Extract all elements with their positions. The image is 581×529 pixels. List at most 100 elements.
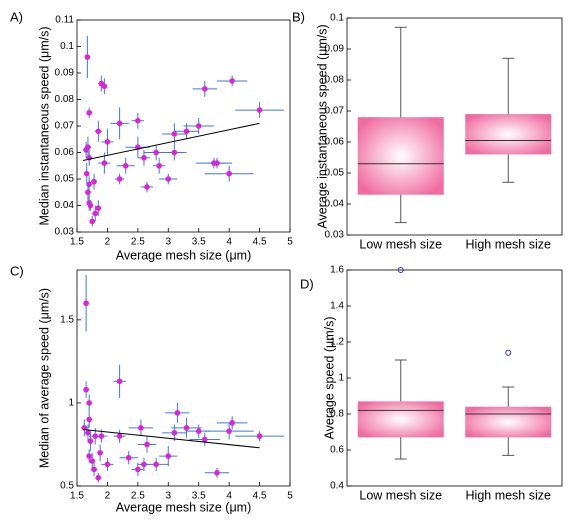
x-tick-label: 4.5 xyxy=(253,237,267,248)
y-tick-label: 0.07 xyxy=(325,106,345,117)
point xyxy=(92,210,99,217)
y-tick-label: 0.06 xyxy=(55,147,75,158)
x-tick-label: Low mesh size xyxy=(359,488,442,502)
x-tick-label: 3 xyxy=(166,491,172,502)
point xyxy=(89,458,96,464)
point xyxy=(141,155,147,161)
point xyxy=(101,160,108,166)
point xyxy=(226,428,232,434)
x-tick-label: 2 xyxy=(105,237,111,248)
x-tick-label: 2.5 xyxy=(131,237,145,248)
box xyxy=(465,114,552,155)
point xyxy=(165,176,172,182)
point xyxy=(183,425,190,431)
point xyxy=(87,438,94,444)
point xyxy=(229,78,235,84)
x-tick-label: 4 xyxy=(226,491,232,502)
x-tick-label: 3.5 xyxy=(192,237,206,248)
point xyxy=(195,428,202,434)
y-axis-label: Average instantaneous speed (μm/s) xyxy=(315,24,329,228)
y-tick-label: 0.03 xyxy=(325,230,345,241)
point xyxy=(116,176,123,182)
point xyxy=(202,86,208,92)
y-tick-label: 0.1 xyxy=(60,41,74,52)
point xyxy=(95,474,102,481)
point xyxy=(86,416,92,423)
x-tick-label: 3.5 xyxy=(192,491,206,502)
y-tick-label: 1 xyxy=(338,373,344,384)
x-tick-label: 1.5 xyxy=(70,237,84,248)
y-tick-label: 0.5 xyxy=(60,481,74,492)
x-tick-label: High mesh size xyxy=(466,488,551,502)
point xyxy=(171,430,178,436)
point xyxy=(229,420,235,426)
point xyxy=(122,162,129,169)
fit-line xyxy=(82,122,260,161)
y-tick-label: 0.11 xyxy=(55,15,74,26)
x-tick-label: 5 xyxy=(287,237,293,248)
y-tick-label: 0.06 xyxy=(325,137,345,148)
point xyxy=(156,162,162,169)
y-tick-label: 0.07 xyxy=(55,121,75,132)
point xyxy=(195,123,202,129)
x-axis-label: Average mesh size (μm) xyxy=(116,248,252,262)
point xyxy=(85,189,91,196)
plot-frame xyxy=(76,269,291,487)
x-tick-label: 2 xyxy=(105,491,111,502)
x-tick-label: 5 xyxy=(287,491,293,502)
y-tick-label: 1.6 xyxy=(330,265,344,276)
point xyxy=(91,178,97,185)
point xyxy=(135,466,141,473)
y-tick-label: 0.05 xyxy=(325,168,345,179)
panel-label: D) xyxy=(300,276,314,291)
y-tick-label: 0.09 xyxy=(325,44,345,55)
point xyxy=(83,386,89,393)
y-tick-label: 0.09 xyxy=(55,68,75,79)
point xyxy=(214,160,220,166)
point xyxy=(226,170,232,177)
box xyxy=(465,406,552,438)
y-tick-label: 1.2 xyxy=(330,337,344,348)
point xyxy=(256,433,263,439)
point xyxy=(165,453,172,459)
point xyxy=(85,430,91,436)
plot-frame xyxy=(346,17,563,236)
point xyxy=(214,469,220,476)
point xyxy=(138,425,144,431)
point xyxy=(89,218,96,225)
y-tick-label: 0.8 xyxy=(330,409,344,420)
point xyxy=(135,117,141,124)
y-tick-label: 0.4 xyxy=(330,481,344,492)
point xyxy=(84,54,91,60)
x-tick-label: 4.5 xyxy=(253,491,267,502)
fit-line xyxy=(83,429,260,449)
y-tick-label: 0.08 xyxy=(55,94,75,105)
x-tick-label: 2.5 xyxy=(131,491,145,502)
point xyxy=(101,83,108,90)
point xyxy=(85,144,91,150)
point xyxy=(116,120,123,127)
point xyxy=(95,128,102,135)
point xyxy=(83,300,89,307)
x-tick-label: 3 xyxy=(166,237,172,248)
point xyxy=(171,149,178,156)
y-tick-label: 1 xyxy=(68,398,74,409)
point xyxy=(83,170,90,177)
point xyxy=(104,461,111,468)
point xyxy=(174,410,181,416)
point xyxy=(86,453,92,459)
point xyxy=(116,378,123,385)
x-tick-label: High mesh size xyxy=(466,237,551,251)
y-tick-label: 1.5 xyxy=(60,314,74,325)
y-tick-label: 0.03 xyxy=(55,227,75,238)
point xyxy=(87,202,94,209)
point xyxy=(144,184,150,190)
y-tick-label: 0.05 xyxy=(55,174,75,185)
y-tick-label: 0.04 xyxy=(325,199,345,210)
point xyxy=(153,149,159,156)
box xyxy=(357,117,444,195)
y-tick-label: 0.08 xyxy=(325,75,345,86)
outlier xyxy=(505,349,512,356)
y-axis-label: Median instantaneous speed (μm/s) xyxy=(37,27,51,226)
